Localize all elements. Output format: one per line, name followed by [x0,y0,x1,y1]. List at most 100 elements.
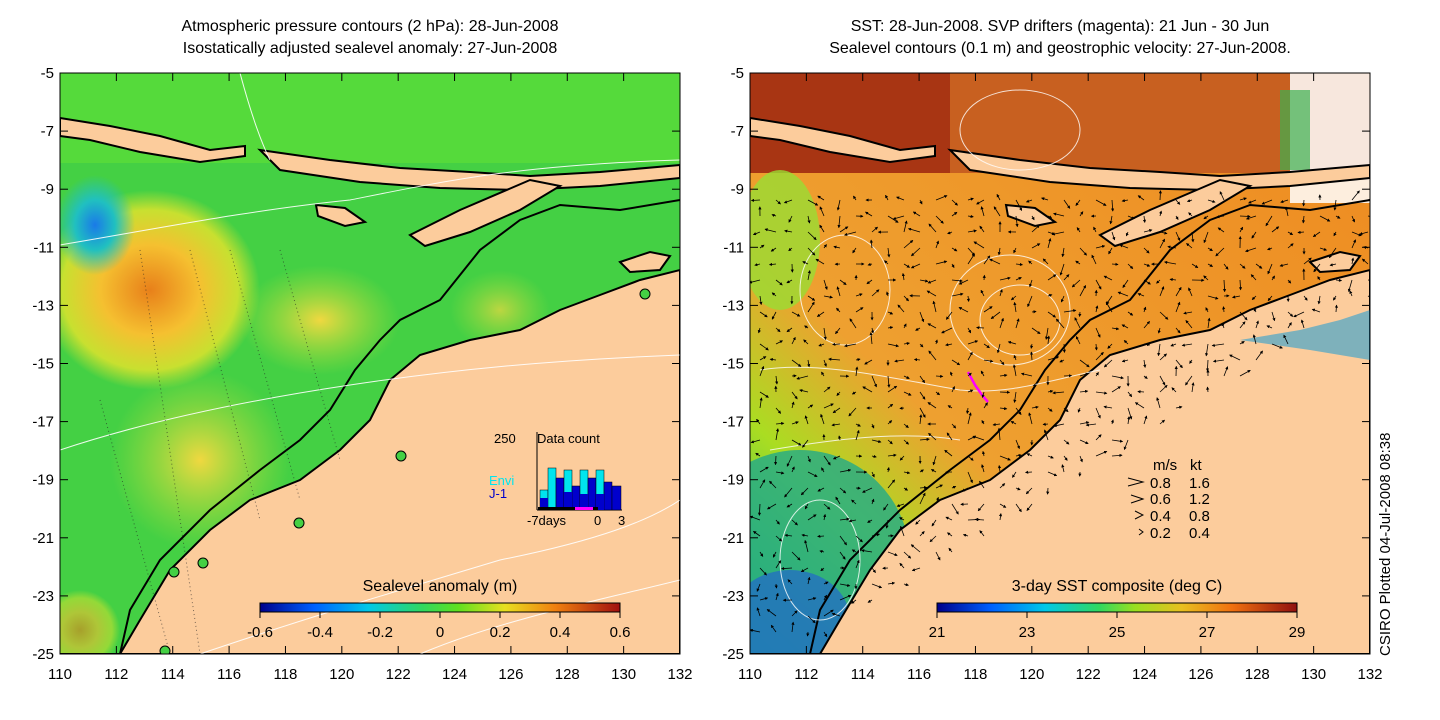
velocity-arrow [1047,389,1054,394]
velocity-arrow [1250,274,1257,281]
velocity-arrow [1031,310,1037,314]
velocity-arrow [837,215,841,229]
velocity-arrow [750,439,761,444]
velocity-arrow [974,517,985,522]
velocity-arrow [867,599,873,603]
velocity-arrow [1186,199,1193,203]
lon-label-left: 118 [273,666,297,683]
velocity-arrow [1063,274,1070,281]
velocity-arrow [932,300,937,313]
velocity-arrow [1255,350,1263,361]
velocity-arrow [855,559,860,569]
velocity-arrow [928,223,937,233]
velocity-arrow [885,194,889,201]
velocity-arrow [839,226,849,233]
timor-island [408,178,563,248]
velocity-arrow [1095,372,1099,377]
velocity-arrow [1303,295,1308,301]
velocity-arrow [1156,397,1161,409]
velocity-arrow [836,199,841,211]
velocity-arrow [871,498,875,505]
velocity-arrow [867,519,873,523]
velocity-arrow [1317,276,1321,281]
velocity-arrow [775,428,780,441]
velocity-arrow [899,455,905,461]
velocity-arrow [823,631,828,638]
velocity-arrow [903,295,909,302]
lon-label-left: 126 [498,666,523,683]
velocity-arrow [791,610,798,617]
inset-x-label-end: 3 [618,513,625,528]
velocity-arrow [1266,325,1273,329]
velocity-arrow [819,206,825,217]
velocity-arrow [788,215,793,223]
colorbar-tick-label: 27 [1199,624,1216,641]
velocity-arrow [1170,343,1177,347]
lon-label-left: 124 [442,666,467,683]
velocity-arrow [903,375,910,379]
velocity-arrow [1127,391,1133,398]
velocity-arrow [864,211,873,217]
velocity-arrow [1079,389,1089,393]
velocity-arrow [775,199,781,205]
sumba-island [314,203,368,228]
velocity-arrow [1117,291,1129,297]
velocity-arrow [919,531,925,537]
velocity-arrow [1351,190,1360,201]
velocity-arrow [1297,230,1305,234]
velocity-arrow [750,628,761,633]
velocity-arrow [844,343,857,348]
velocity-arrow [855,535,863,543]
velocity-arrow [871,226,879,233]
colorbar-tick-label: -0.2 [367,624,393,641]
velocity-arrow [786,279,793,284]
velocity-arrow [1185,375,1193,386]
velocity-arrow [784,533,793,538]
velocity-arrow [807,597,817,601]
velocity-arrow [1095,244,1106,249]
velocity-arrow [1267,295,1273,302]
velocity-arrow [1271,275,1275,281]
velocity-arrow [1111,199,1115,212]
velocity-arrow [791,466,795,473]
velocity-arrow [899,517,905,521]
velocity-arrow [951,386,955,393]
velocity-arrow [999,483,1006,489]
velocity-arrow [1159,286,1165,297]
velocity-arrow [1335,278,1343,282]
velocity-arrow [1359,231,1369,236]
velocity-arrow [1217,227,1225,233]
velocity-arrow [973,241,985,249]
velocity-arrow [1095,279,1102,290]
velocity-arrow [980,370,985,377]
velocity-arrow [1108,247,1113,255]
velocity-arrow [887,453,897,457]
velocity-arrow [1189,359,1193,364]
velocity-arrow [928,432,937,441]
tide-gauges [159,288,651,654]
velocity-arrow [910,263,921,269]
velocity-arrow [945,343,953,347]
velocity-arrow [759,567,767,576]
lat-label-left: -11 [33,239,54,256]
velocity-arrow [947,405,953,409]
velocity-arrow [771,311,777,320]
velocity-arrow [1121,324,1129,329]
velocity-arrow [1109,215,1113,225]
velocity-arrow [1349,290,1353,297]
velocity-arrow [911,567,921,572]
colorbar-tick-label: 25 [1109,624,1126,641]
velocity-arrow [1026,453,1033,457]
velocity-arrow [1252,334,1257,345]
velocity-arrow [1111,375,1124,380]
velocity-arrow [807,455,811,463]
velocity-arrow [800,567,809,573]
velocity-arrow [1301,215,1306,224]
velocity-arrow [945,516,953,521]
velocity-arrow [804,415,809,425]
velocity-arrow [903,391,912,396]
velocity-arrow [1010,295,1017,301]
velocity-arrow [1125,231,1129,237]
sla-low-anomaly [60,175,135,275]
velocity-arrow [1093,226,1097,233]
